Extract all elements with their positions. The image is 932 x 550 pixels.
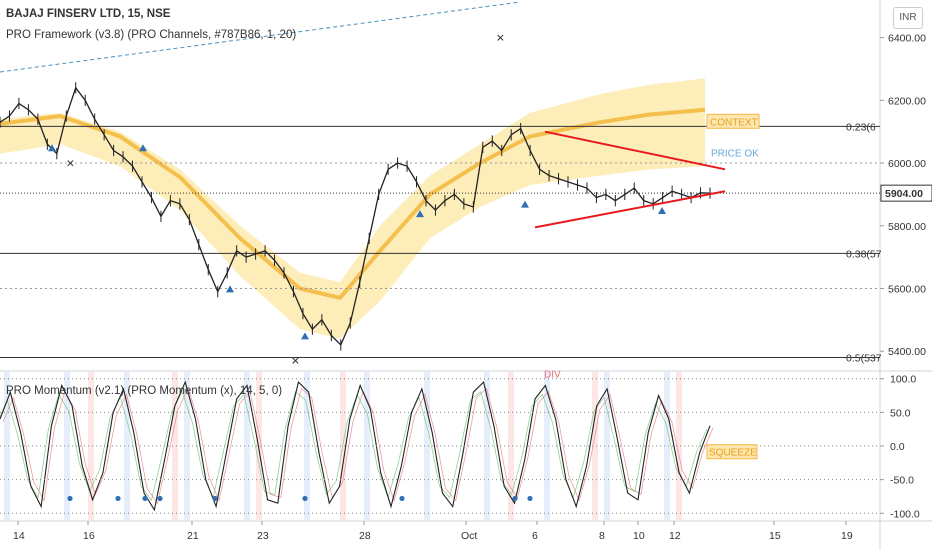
momentum-tick-label: 0.0 [890,441,905,453]
time-tick-label: 12 [669,530,681,542]
time-tick-label: 19 [841,530,853,542]
momentum-stripe [664,372,670,520]
momentum-stripe [64,372,70,520]
marker-up-3 [301,332,309,340]
triangle-lower-line [534,190,726,229]
marker-up-2 [226,285,234,293]
momentum-title: PRO Momentum (v2.1) (PRO Momentum (x), 1… [6,385,283,397]
momentum-stripe [172,372,178,520]
price-tick-label: 6000.00 [888,158,926,170]
time-tick-label: 21 [187,530,199,542]
price-tick-label: 5600.00 [888,283,926,295]
fib-label-1: 0.38(57 [846,248,882,260]
marker-up-6 [658,206,666,214]
time-tick-label: 23 [257,530,269,542]
time-tick-label: 10 [633,530,645,542]
momentum-stripe [544,372,550,520]
symbol-title: BAJAJ FINSERV LTD, 15, NSE [6,8,171,20]
dashed-trend-line [0,1,521,73]
momentum-stripe [592,372,598,520]
momentum-stripe [244,372,250,520]
fib-label-0: 0.23(6 [846,121,876,133]
momentum-stripe [364,372,370,520]
channel-midline [0,107,706,301]
momentum-red-line [2,387,714,505]
momentum-line [0,380,711,512]
squeeze-tag-box [706,444,758,460]
marker-up-1 [139,144,147,152]
context-tag: CONTEXT [710,117,758,128]
momentum-stripe [88,372,94,520]
price-tick-label: 6400.00 [888,33,926,45]
triangle-upper-line [544,130,726,171]
squeeze-tag: SQUEEZE [709,448,757,459]
price-tick-label: 5800.00 [888,221,926,233]
time-tick-label: 15 [769,530,781,542]
time-tick-label: 14 [13,530,25,542]
time-tick-label: 28 [359,530,371,542]
currency-button[interactable]: INR [893,7,923,29]
momentum-dot-3 [157,495,163,502]
context-tag-box [706,113,760,129]
marker-up-4 [416,210,424,218]
momentum-tick-label: 100.0 [890,374,916,386]
momentum-stripe [424,372,430,520]
fib-label-2: 0.5(537 [846,352,882,364]
momentum-stripe [304,372,310,520]
momentum-stripe [4,372,10,520]
x-marker-2: ✕ [496,33,505,45]
momentum-stripe [184,372,190,520]
price-tick-label: 5400.00 [888,346,926,358]
momentum-stripe [508,372,514,520]
momentum-tick-label: -50.0 [890,475,914,487]
marker-up-5 [521,200,529,208]
x-marker-1: ✕ [291,356,300,368]
momentum-stripe [256,372,262,520]
momentum-stripe [676,372,682,520]
channel-band [0,78,705,339]
div-tag: DIV [544,369,561,380]
momentum-dot-5 [302,495,308,502]
time-tick-label: 6 [532,530,538,542]
time-tick-label: 16 [83,530,95,542]
current-price-box [880,184,932,202]
momentum-dot-6 [399,495,405,502]
momentum-dot-4 [212,495,218,502]
momentum-stripe [604,372,610,520]
momentum-dot-2 [142,495,148,502]
x-marker-0: ✕ [66,158,75,170]
momentum-stripe [124,372,130,520]
marker-up-0 [48,144,56,152]
momentum-dot-7 [512,495,518,502]
momentum-dot-0 [67,495,73,502]
momentum-stripe [484,372,490,520]
indicator-title: PRO Framework (v3.8) (PRO Channels, #787… [6,29,297,41]
momentum-dot-1 [115,495,121,502]
momentum-dot-8 [527,495,533,502]
current-price-label: 5904.00 [885,188,923,200]
time-tick-label: Oct [461,530,477,542]
time-tick-label: 8 [599,530,605,542]
price-tick-label: 6200.00 [888,95,926,107]
momentum-tick-label: -100.0 [890,508,920,520]
momentum-tick-label: 50.0 [890,407,911,419]
price-ok-tag: PRICE OK [711,149,759,160]
